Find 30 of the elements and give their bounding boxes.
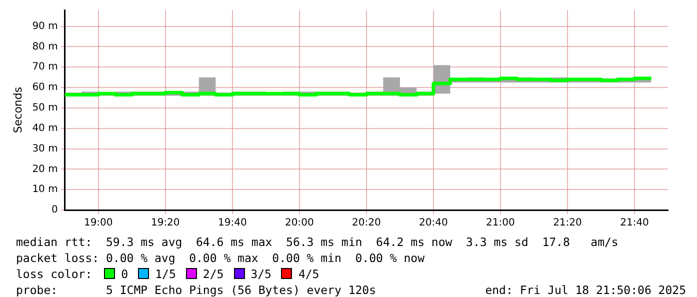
x-tick-label: 21:00 — [486, 218, 515, 229]
y-tick-label: 60 m — [32, 82, 58, 94]
text: 4/5 — [297, 266, 320, 282]
text: packet loss: 0.00 % avg 0.00 % max 0.00 % min 0.00 % now — [16, 250, 426, 266]
y-tick-label: 10 m — [32, 184, 58, 196]
text: 3/5 — [250, 266, 272, 282]
x-tick-label: 21:40 — [620, 218, 649, 229]
x-tick-label: 20:40 — [419, 218, 448, 229]
text: probe: 5 ICMP Echo Pings (56 Bytes) every 120s — [16, 283, 376, 297]
x-tick-label: 19:20 — [150, 218, 180, 229]
text: end: Fri Jul 18 21:50:06 2025 — [485, 282, 686, 297]
text: 1/5 — [154, 266, 176, 282]
y-tick-label: 40 m — [32, 122, 58, 134]
text: 2/5 — [202, 266, 224, 282]
text: 0 — [120, 266, 128, 282]
y-tick-label: 80 m — [32, 41, 58, 52]
y-tick-label: 50 m — [32, 102, 58, 114]
text: loss color: — [16, 267, 92, 281]
y-tick-label: 0 — [51, 204, 58, 216]
x-tick-label: 20:20 — [352, 218, 381, 229]
text: median rtt: 59.3 ms avg 64.6 ms max 56.3 ms min 64.2 ms now 3.3 ms sd 17.8 am/s — [16, 234, 620, 250]
y-axis-title: Seconds — [11, 86, 24, 134]
y-tick-label: 20 m — [32, 164, 58, 175]
x-tick-label: 19:00 — [84, 218, 113, 229]
x-tick-label: 20:00 — [285, 218, 314, 229]
y-tick-label: 70 m — [32, 62, 58, 73]
x-tick-label: 21:20 — [553, 218, 582, 229]
x-tick-label: 19:40 — [218, 218, 247, 229]
y-tick-label: 90 m — [32, 20, 58, 32]
y-tick-label: 30 m — [32, 143, 58, 154]
